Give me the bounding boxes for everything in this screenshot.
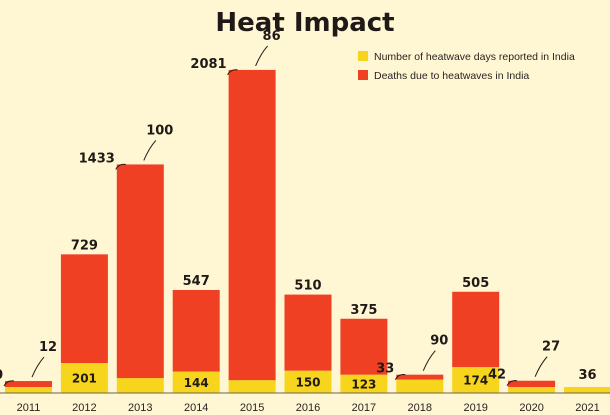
leader-line-deaths-2013 bbox=[115, 163, 126, 170]
bar-heatwave-days-2011 bbox=[5, 387, 52, 393]
data-label-heatwave-days-2012: 201 bbox=[72, 372, 97, 386]
data-label-heatwave-days-2014: 144 bbox=[184, 376, 209, 390]
bar-deaths-2019 bbox=[452, 291, 500, 368]
x-tick-label-2013: 2013 bbox=[128, 402, 152, 414]
x-tick-label-2015: 2015 bbox=[240, 402, 264, 414]
data-label-heatwave-days-2013: 100 bbox=[146, 123, 173, 138]
leader-line-heatwave-days-2020 bbox=[534, 356, 548, 377]
bar-heatwave-days-2013 bbox=[116, 378, 164, 393]
data-label-heatwave-days-2020: 27 bbox=[542, 340, 560, 355]
bar-deaths-2017 bbox=[340, 318, 388, 375]
data-label-heatwave-days-2011: 12 bbox=[39, 340, 57, 355]
leader-line-deaths-2020 bbox=[506, 380, 518, 386]
x-tick-label-2016: 2016 bbox=[296, 402, 320, 414]
data-label-heatwave-days-2018: 90 bbox=[430, 334, 448, 349]
data-label-deaths-2012: 729 bbox=[71, 238, 98, 253]
bar-deaths-2013 bbox=[116, 164, 164, 379]
legend-swatch-deaths bbox=[358, 70, 368, 80]
data-label-deaths-2017: 375 bbox=[350, 303, 377, 318]
data-label-deaths-2011: 40 bbox=[0, 368, 3, 383]
bar-deaths-2018 bbox=[396, 374, 444, 380]
data-labels: 40 12 201 729 1433 100 144 547 2081 86 150 510 123 37… bbox=[0, 29, 597, 391]
data-label-deaths-2019: 505 bbox=[462, 276, 489, 291]
bar-heatwave-days-2012 bbox=[60, 363, 108, 393]
data-label-heatwave-days-2017: 123 bbox=[351, 377, 376, 391]
x-tick-label-2019: 2019 bbox=[463, 402, 487, 414]
bar-heatwave-days-2014 bbox=[172, 371, 220, 393]
data-label-deaths-2020: 42 bbox=[488, 368, 506, 383]
legend-label-deaths: Deaths due to heatwaves in India bbox=[374, 70, 529, 82]
legend-swatch-heatwave-days bbox=[358, 51, 368, 61]
data-label-heatwave-days-2015: 86 bbox=[263, 29, 281, 44]
legend: Number of heatwave days reported in Indi… bbox=[358, 51, 575, 82]
leader-line-heatwave-days-2015 bbox=[255, 45, 268, 67]
bar-deaths-2016 bbox=[284, 294, 332, 371]
data-label-deaths-2015: 2081 bbox=[190, 57, 226, 72]
bars-group bbox=[5, 69, 610, 393]
data-label-deaths-2014: 547 bbox=[183, 274, 210, 289]
bar-deaths-2014 bbox=[172, 289, 220, 372]
bar-heatwave-days-2019 bbox=[452, 367, 500, 393]
bar-heatwave-days-2016 bbox=[284, 370, 332, 393]
data-label-deaths-2016: 510 bbox=[294, 279, 321, 294]
legend-label-heatwave-days: Number of heatwave days reported in Indi… bbox=[374, 51, 575, 63]
x-tick-label-2020: 2020 bbox=[519, 402, 543, 414]
data-label-heatwave-days-2021: 36 bbox=[578, 368, 596, 383]
data-label-heatwave-days-2019: 174 bbox=[463, 374, 488, 388]
bar-heatwave-days-2017 bbox=[340, 374, 388, 393]
bar-heatwave-days-2021 bbox=[564, 387, 610, 393]
bar-deaths-2011 bbox=[5, 381, 52, 387]
x-tick-label-2014: 2014 bbox=[184, 402, 208, 414]
leader-line-heatwave-days-2013 bbox=[143, 140, 157, 161]
data-label-heatwave-days-2016: 150 bbox=[295, 375, 320, 389]
leader-line-deaths-2018 bbox=[394, 374, 406, 380]
bar-heatwave-days-2020 bbox=[508, 387, 556, 393]
leader-line-heatwave-days-2018 bbox=[422, 350, 436, 371]
leader-line-deaths-2011 bbox=[3, 380, 15, 387]
x-tick-label-2011: 2011 bbox=[17, 402, 41, 414]
bar-deaths-2012 bbox=[60, 254, 108, 364]
bar-heatwave-days-2018 bbox=[396, 379, 444, 393]
bar-heatwave-days-2015 bbox=[228, 380, 276, 393]
x-tick-label-2012: 2012 bbox=[72, 402, 96, 414]
bar-deaths-2015 bbox=[228, 69, 276, 381]
x-tick-label-2017: 2017 bbox=[352, 402, 376, 414]
chart-title: Heat Impact bbox=[215, 8, 394, 38]
data-label-deaths-2018: 33 bbox=[376, 362, 394, 377]
bar-deaths-2020 bbox=[508, 380, 556, 387]
leader-line-heatwave-days-2011 bbox=[31, 356, 45, 378]
data-label-deaths-2013: 1433 bbox=[79, 151, 115, 166]
leader-line-deaths-2015 bbox=[227, 69, 238, 76]
x-tick-labels: 2011 2012 2013 2014 2015 2016 2017 2018 2019 2020… bbox=[17, 402, 600, 414]
x-tick-label-2021: 2021 bbox=[575, 402, 599, 414]
x-tick-label-2018: 2018 bbox=[408, 402, 432, 414]
